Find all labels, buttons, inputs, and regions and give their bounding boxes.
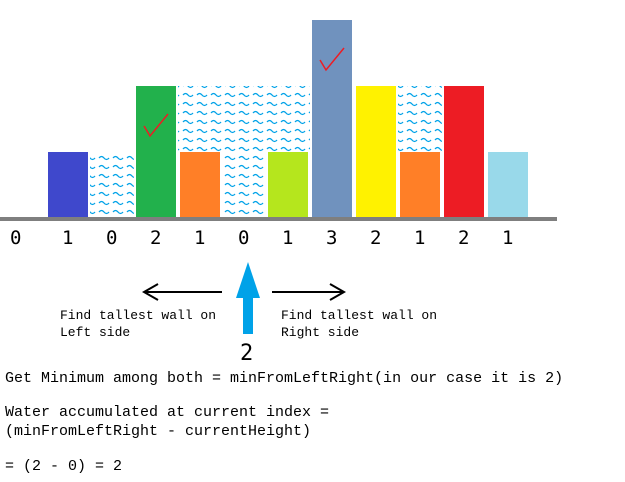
- height-labels: 0 1 0 2 1 0 1 3 2 1 2 1: [10, 227, 513, 249]
- height-label: 1: [194, 227, 205, 249]
- height-label: 0: [238, 227, 249, 249]
- right-note-line2: Right side: [281, 325, 359, 340]
- wall-bar: [444, 86, 484, 218]
- right-note-line1: Find tallest wall on: [281, 308, 437, 323]
- current-value: 2: [240, 341, 254, 366]
- water-cell: [398, 86, 442, 152]
- water-cell: [266, 86, 310, 152]
- height-label: 1: [414, 227, 425, 249]
- water-cell: [90, 152, 134, 218]
- left-arrow-icon: [141, 283, 222, 301]
- height-label: 0: [106, 227, 117, 249]
- height-label: 2: [370, 227, 381, 249]
- wall-bar: [180, 152, 220, 218]
- left-note-line2: Left side: [60, 325, 130, 340]
- water-layer: [90, 86, 442, 218]
- left-note-line1: Find tallest wall on: [60, 308, 216, 323]
- wall-bar: [488, 152, 528, 218]
- formula-expression-line: (minFromLeftRight - currentHeight): [5, 423, 312, 440]
- formula-water-line: Water accumulated at current index =: [5, 404, 330, 421]
- formula-result-line: = (2 - 0) = 2: [5, 458, 123, 475]
- current-index-up-arrow-icon: [236, 262, 260, 334]
- wall-bar: [400, 152, 440, 218]
- water-cell: [222, 86, 266, 218]
- checkmark-layer: [143, 47, 345, 138]
- wall-bar: [268, 152, 308, 218]
- height-label: 1: [282, 227, 293, 249]
- height-label: 2: [150, 227, 161, 249]
- height-label: 2: [458, 227, 469, 249]
- height-label: 1: [62, 227, 73, 249]
- wall-bar: [48, 152, 88, 218]
- wall-bar: [356, 86, 396, 218]
- formula-min-line: Get Minimum among both = minFromLeftRigh…: [5, 370, 564, 387]
- height-label: 1: [502, 227, 513, 249]
- wall-bar: [312, 20, 352, 218]
- wall-bar: [136, 86, 176, 218]
- bars-layer: [48, 20, 528, 218]
- water-cell: [178, 86, 222, 152]
- right-arrow-icon: [272, 283, 347, 301]
- trapping-rain-water-diagram: 0 1 0 2 1 0 1 3 2 1 2 1 Find tallest wall on Left s…: [0, 20, 557, 340]
- height-label: 0: [10, 227, 21, 249]
- height-label: 3: [326, 227, 337, 249]
- checkmark-icon: [143, 113, 169, 138]
- checkmark-icon: [319, 47, 345, 72]
